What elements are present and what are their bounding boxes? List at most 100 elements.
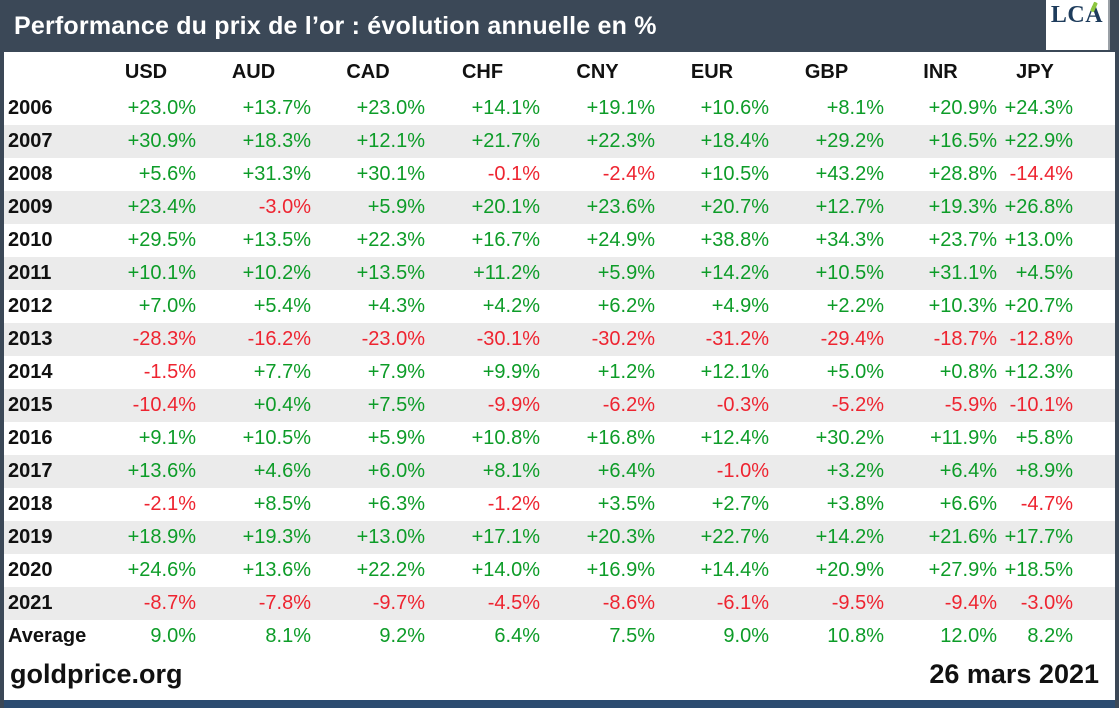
- value-cell: 9.0%: [723, 625, 769, 647]
- value-cell: +10.2%: [242, 262, 311, 284]
- table-row: 2019 +18.9% +19.3% +13.0% +17.1% +20.3% +22.7%…: [4, 521, 1115, 554]
- value-cell: +20.3%: [586, 526, 655, 548]
- value-cell: -5.2%: [831, 394, 884, 416]
- value-cell: +20.7%: [1004, 295, 1073, 317]
- value-cell: -18.7%: [933, 328, 997, 350]
- value-cell: +5.8%: [1015, 427, 1073, 449]
- value-cell: +4.9%: [711, 295, 769, 317]
- value-cell: 10.8%: [827, 625, 884, 647]
- column-header-jpy: JPY: [1016, 60, 1054, 83]
- table-row: Average 9.0% 8.1% 9.2% 6.4% 7.5% 9.0% 10.8% 12.0…: [4, 620, 1115, 653]
- table-row: 2021 -8.7% -7.8% -9.7% -4.5% -8.6% -6.1% -9.5% -…: [4, 587, 1115, 620]
- row-label: 2014: [8, 361, 53, 383]
- column-header-usd: USD: [124, 60, 168, 83]
- value-cell: +18.3%: [242, 130, 311, 152]
- value-cell: -30.1%: [476, 328, 540, 350]
- table-row: 2017 +13.6% +4.6% +6.0% +8.1% +6.4% -1.0% +3.2%…: [4, 455, 1115, 488]
- value-cell: +5.9%: [597, 262, 655, 284]
- row-label: 2016: [8, 427, 53, 449]
- value-cell: +6.6%: [939, 493, 997, 515]
- value-cell: +23.0%: [356, 97, 425, 119]
- table-row: 2006 +23.0% +13.7% +23.0% +14.1% +19.1% +10.6%…: [4, 92, 1115, 125]
- value-cell: 9.0%: [150, 625, 196, 647]
- value-cell: 9.2%: [379, 625, 425, 647]
- value-cell: +24.3%: [1004, 97, 1073, 119]
- value-cell: +24.9%: [586, 229, 655, 251]
- value-cell: 8.1%: [265, 625, 311, 647]
- row-label: 2012: [8, 295, 53, 317]
- value-cell: +6.4%: [939, 460, 997, 482]
- row-label: 2011: [8, 262, 52, 284]
- value-cell: -12.8%: [1009, 328, 1073, 350]
- date-label: 26 mars 2021: [929, 659, 1099, 689]
- value-cell: +23.7%: [928, 229, 997, 251]
- value-cell: +10.8%: [471, 427, 540, 449]
- row-label: 2015: [8, 394, 53, 416]
- table-row: 2012 +7.0% +5.4% +4.3% +4.2% +6.2% +4.9% +2.2% +…: [4, 290, 1115, 323]
- value-cell: +5.0%: [826, 361, 884, 383]
- value-cell: +43.2%: [815, 163, 884, 185]
- value-cell: +5.6%: [138, 163, 196, 185]
- value-cell: +19.1%: [586, 97, 655, 119]
- value-cell: +30.9%: [127, 130, 196, 152]
- value-cell: +20.9%: [928, 97, 997, 119]
- value-cell: +11.9%: [930, 427, 997, 449]
- value-cell: -7.8%: [258, 592, 311, 614]
- value-cell: +8.5%: [253, 493, 311, 515]
- value-cell: +14.1%: [471, 97, 540, 119]
- value-cell: -9.9%: [487, 394, 540, 416]
- value-cell: +10.1%: [127, 262, 196, 284]
- value-cell: +7.9%: [367, 361, 425, 383]
- value-cell: +16.7%: [471, 229, 540, 251]
- value-cell: +13.5%: [356, 262, 425, 284]
- table-row: 2009 +23.4% -3.0% +5.9% +20.1% +23.6% +20.7% +1…: [4, 191, 1115, 224]
- value-cell: +6.2%: [597, 295, 655, 317]
- value-cell: -5.9%: [944, 394, 997, 416]
- value-cell: -30.2%: [591, 328, 655, 350]
- value-cell: +7.7%: [253, 361, 311, 383]
- value-cell: -10.1%: [1009, 394, 1073, 416]
- table-row: 2011 +10.1% +10.2% +13.5% +11.2% +5.9% +14.2% +…: [4, 257, 1115, 290]
- value-cell: +14.2%: [815, 526, 884, 548]
- value-cell: +34.3%: [815, 229, 884, 251]
- value-cell: +16.5%: [928, 130, 997, 152]
- value-cell: +3.5%: [597, 493, 655, 515]
- column-header-eur: EUR: [690, 60, 734, 83]
- table-row: 2008 +5.6% +31.3% +30.1% -0.1% -2.4% +10.5% +43…: [4, 158, 1115, 191]
- value-cell: +10.5%: [815, 262, 884, 284]
- page-title: Performance du prix de l’or : évolution …: [14, 11, 657, 40]
- value-cell: +7.0%: [138, 295, 196, 317]
- value-cell: -3.0%: [1020, 592, 1073, 614]
- row-label: 2008: [8, 163, 53, 185]
- value-cell: +12.1%: [700, 361, 769, 383]
- value-cell: +2.7%: [711, 493, 769, 515]
- table-row: 2018 -2.1% +8.5% +6.3% -1.2% +3.5% +2.7% +3.8% +…: [4, 488, 1115, 521]
- row-label: 2019: [8, 526, 53, 548]
- value-cell: -1.5%: [143, 361, 196, 383]
- value-cell: +29.2%: [815, 130, 884, 152]
- value-cell: +22.7%: [700, 526, 769, 548]
- value-cell: +1.2%: [597, 361, 655, 383]
- value-cell: +5.4%: [253, 295, 311, 317]
- value-cell: +13.0%: [1004, 229, 1073, 251]
- value-cell: -28.3%: [132, 328, 196, 350]
- value-cell: +19.3%: [242, 526, 311, 548]
- column-header-gbp: GBP: [804, 60, 849, 83]
- value-cell: +23.6%: [586, 196, 655, 218]
- value-cell: -9.4%: [944, 592, 997, 614]
- value-cell: +16.9%: [586, 559, 655, 581]
- row-label: 2020: [8, 559, 53, 581]
- column-header-aud: AUD: [231, 60, 276, 83]
- row-label: 2006: [8, 97, 53, 119]
- value-cell: -23.0%: [361, 328, 425, 350]
- row-label: 2010: [8, 229, 53, 251]
- row-label: 2009: [8, 196, 53, 218]
- row-label: 2007: [8, 130, 53, 152]
- value-cell: -14.4%: [1009, 163, 1073, 185]
- value-cell: +31.3%: [242, 163, 311, 185]
- value-cell: -16.2%: [247, 328, 311, 350]
- column-header-cad: CAD: [346, 60, 390, 83]
- value-cell: +13.5%: [242, 229, 311, 251]
- value-cell: -1.2%: [487, 493, 540, 515]
